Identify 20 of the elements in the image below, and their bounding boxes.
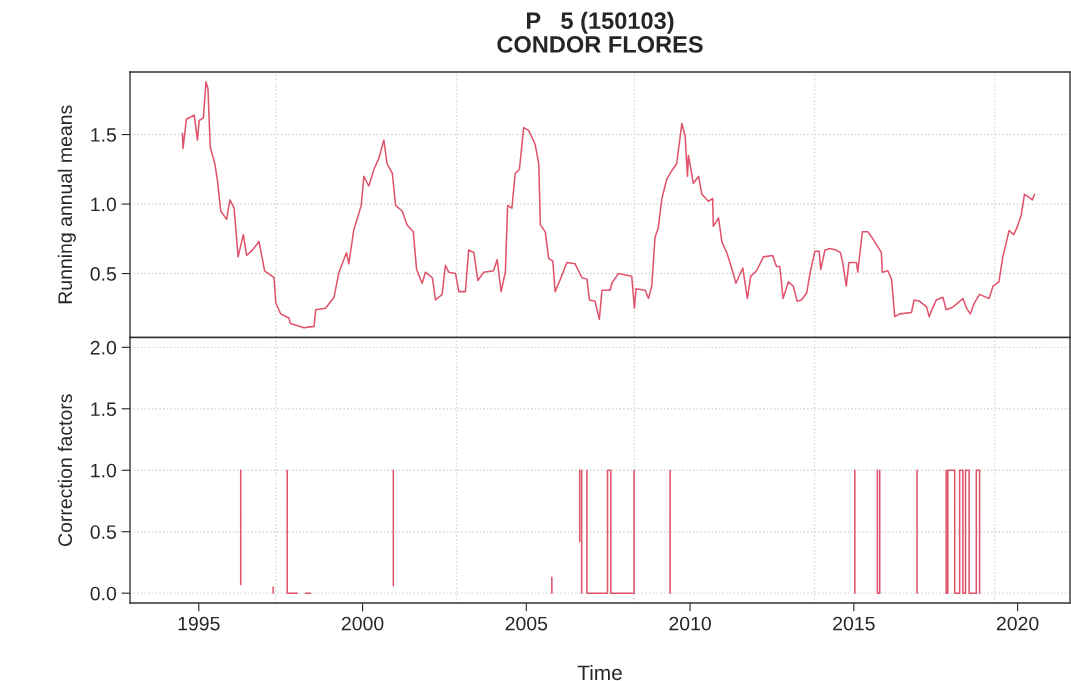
y-tick-label: 1.5 (91, 128, 116, 142)
y-tick-label: 0.5 (90, 267, 116, 281)
x-tick-label: 2005 (505, 616, 548, 631)
chart-subtitle: CONDOR FLORES (497, 36, 703, 53)
y-axis-title: Correction factors (57, 394, 73, 546)
x-tick-label: 2015 (833, 616, 875, 631)
y-tick-label: 0.5 (90, 525, 116, 539)
x-tick-label: 1995 (178, 616, 220, 631)
y-tick-label: 1.0 (91, 463, 117, 478)
chart-title: P 5 (150103) (526, 11, 674, 34)
x-tick-label: 2010 (669, 616, 711, 631)
x-tick-label: 2000 (341, 616, 384, 631)
y-tick-label: 1.0 (91, 197, 117, 212)
y-tick-label: 0.0 (90, 586, 117, 601)
x-axis-title: Time (577, 664, 622, 681)
y-tick-label: 2.0 (90, 340, 117, 355)
x-tick-label: 2020 (996, 616, 1039, 631)
line-series (181, 80, 1036, 329)
y-axis-title: Running annual means (57, 105, 76, 304)
y-tick-label: 1.5 (91, 402, 116, 417)
